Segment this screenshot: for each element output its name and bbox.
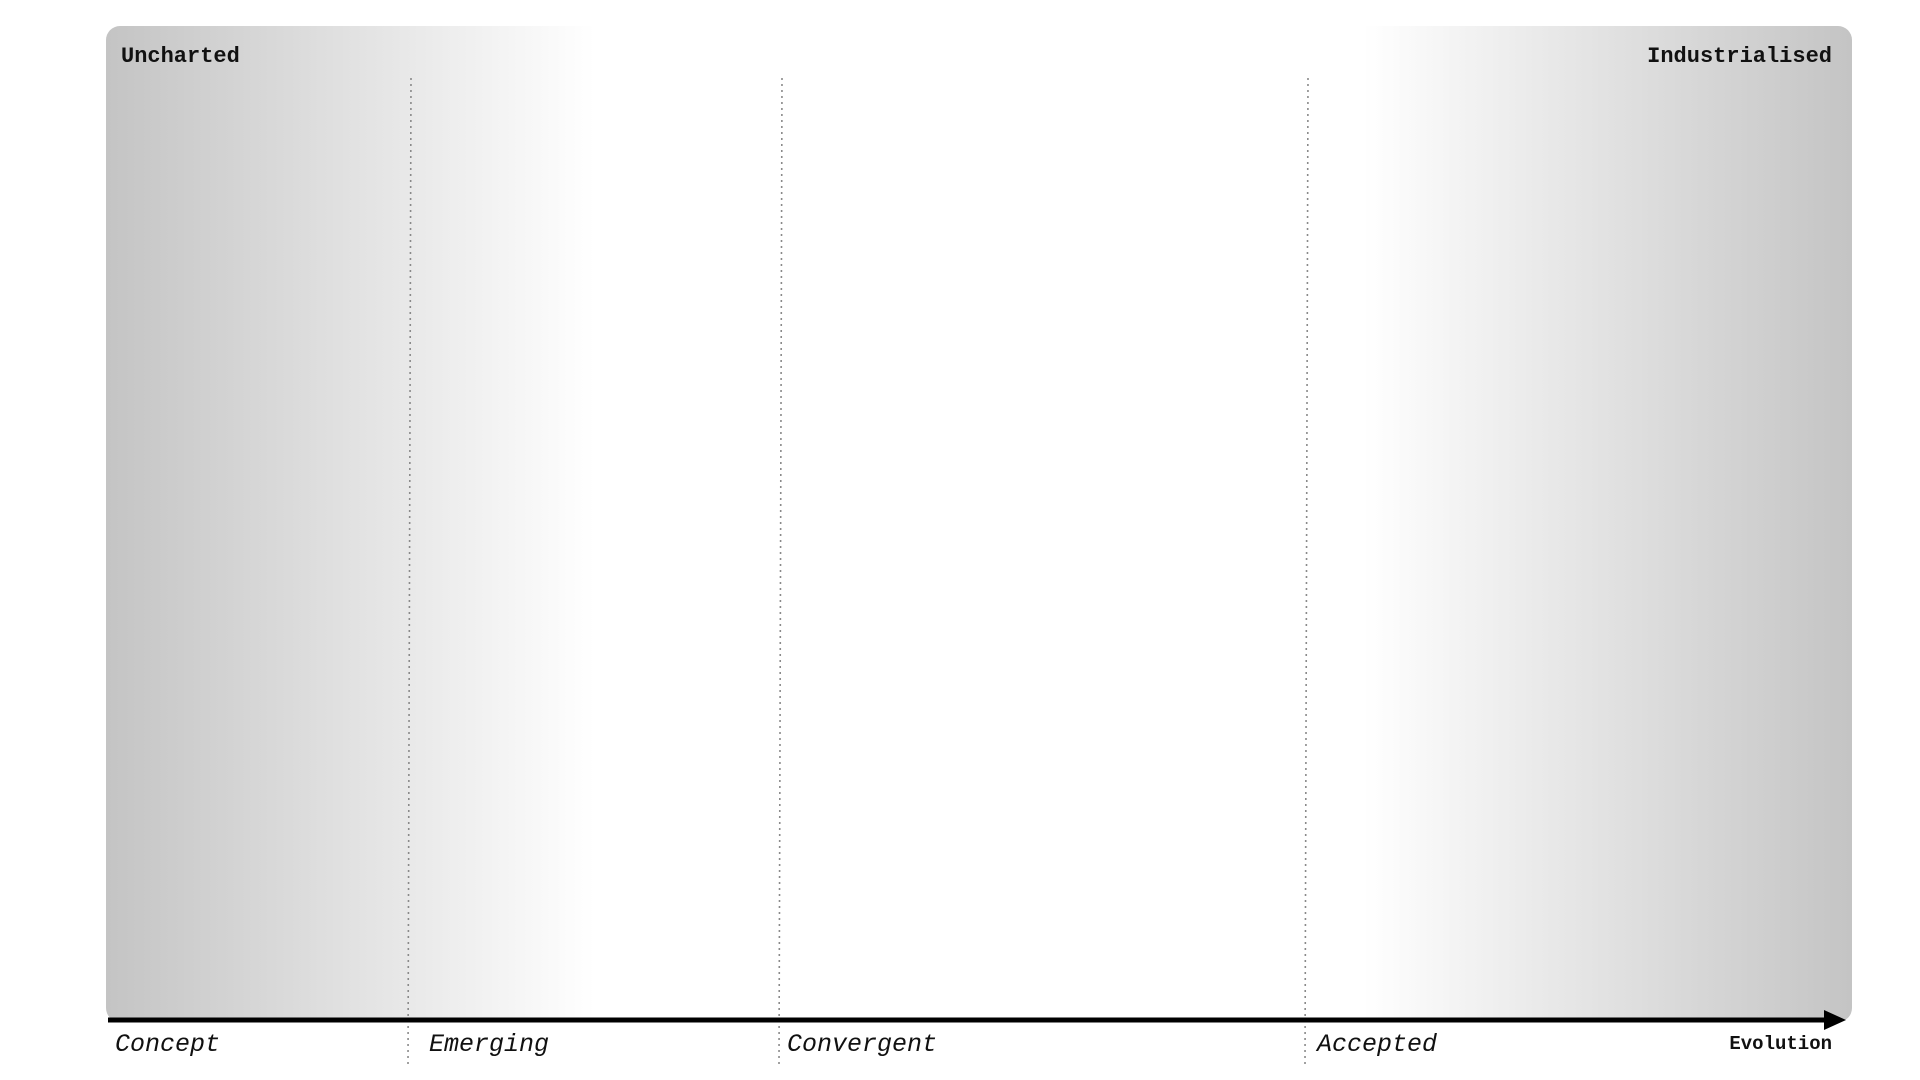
stage-label-accepted: Accepted [1315,1030,1437,1059]
evolution-axis-title: Evolution [1729,1033,1832,1055]
evolution-axis-arrow-icon [1824,1010,1846,1030]
stage-divider-concept-emerging [407,77,412,1066]
uncharted-label: Uncharted [121,44,240,69]
industrialised-label: Industrialised [1647,44,1832,69]
stage-label-concept: Concept [115,1030,220,1059]
stage-label-emerging: Emerging [429,1030,549,1059]
stage-divider-emerging-convergent [778,77,783,1066]
evolution-gradient-background [106,26,1852,1022]
stage-label-convergent: Convergent [787,1030,937,1059]
stage-divider-convergent-accepted [1304,77,1309,1066]
